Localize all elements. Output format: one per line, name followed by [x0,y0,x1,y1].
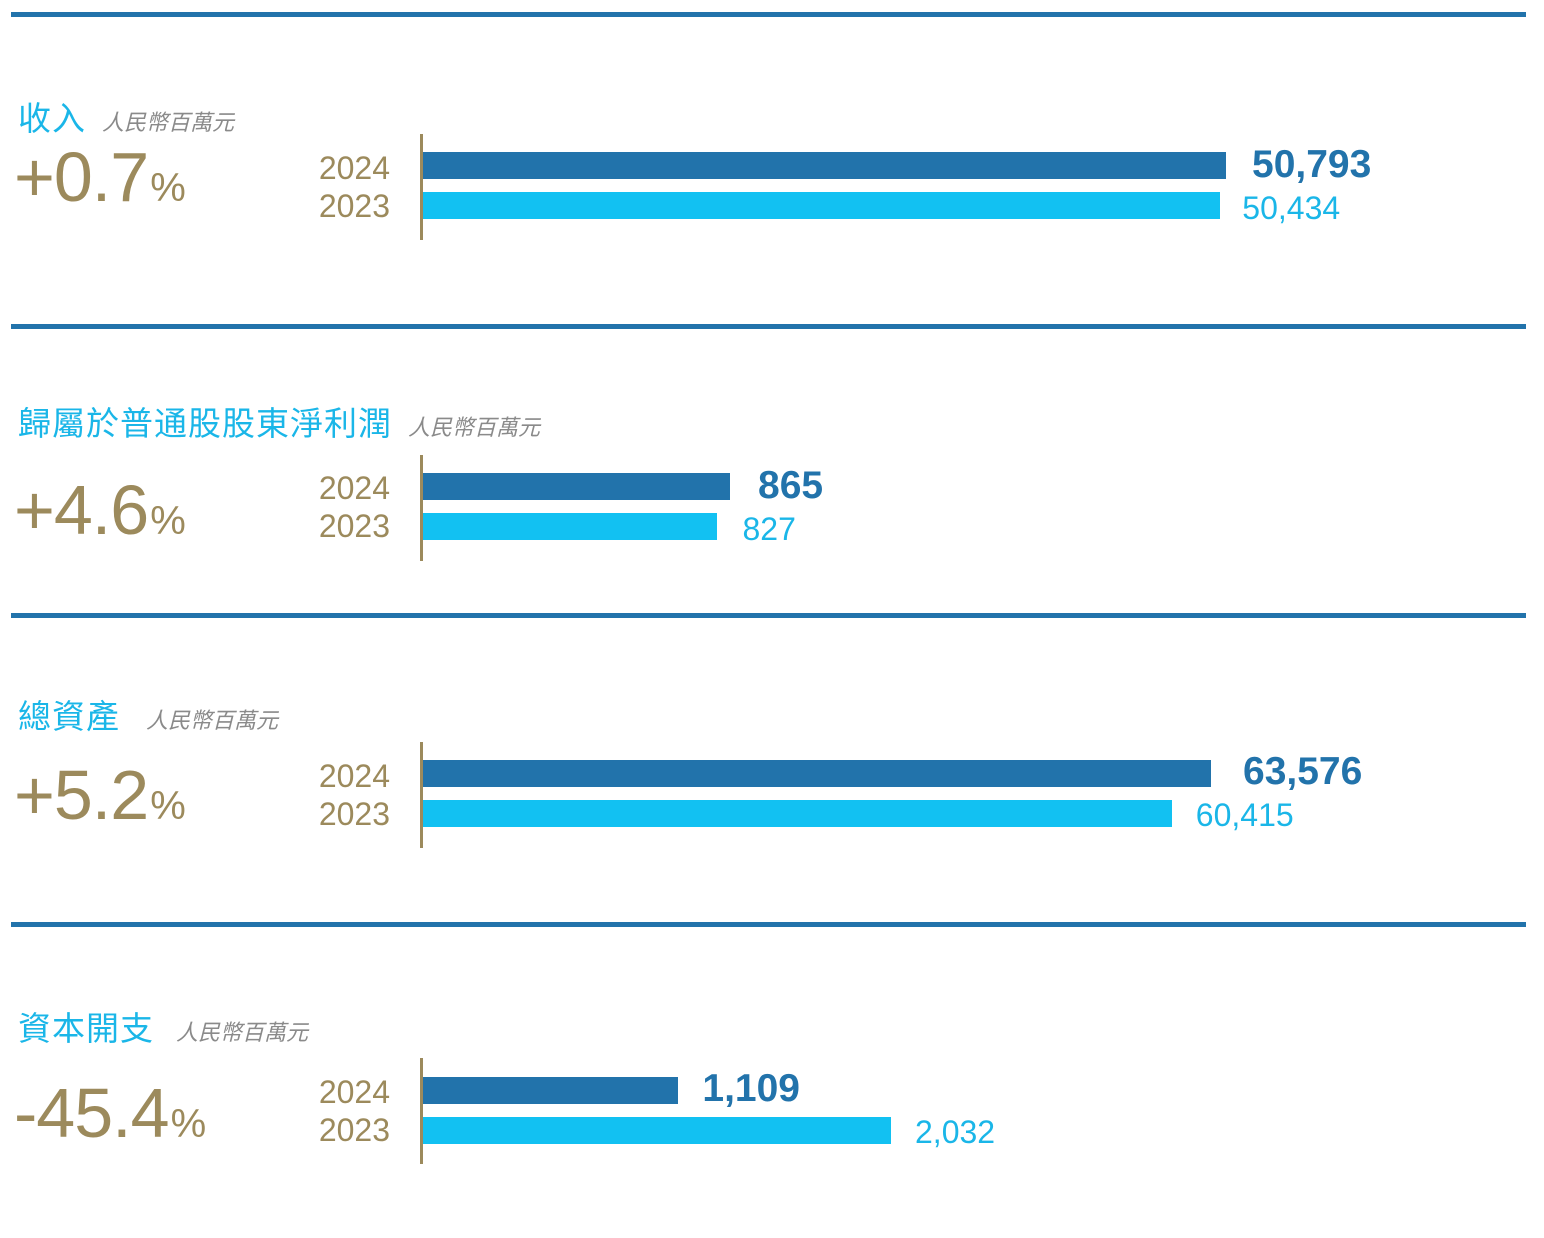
panel-unit: 人民幣百萬元 [408,416,541,441]
value-label-2024: 1,109 [702,1067,800,1110]
year-label-2024: 2024 [318,758,390,794]
change-value: +5.2 [14,756,149,834]
panel-title: 收入 [18,99,86,138]
bar-axis [420,455,423,561]
year-label-2023: 2023 [318,508,390,544]
panel-title: 總資產 [18,697,120,736]
bar-2023 [423,800,1172,827]
change-percent: +4.6% [14,475,186,545]
value-label-2023: 2,032 [915,1114,996,1150]
panel-title: 資本開支 [18,1009,154,1048]
percent-sign: % [150,166,186,210]
change-value: +0.7 [14,138,149,216]
bar-2023 [423,513,717,540]
divider-rule [11,12,1526,17]
bar-2023 [423,1117,891,1144]
year-label-2023: 2023 [318,1112,390,1148]
bar-2024 [423,473,730,500]
divider-rule [11,922,1526,927]
panel-title-row: 收入 人民幣百萬元 [18,92,234,140]
year-label-2023: 2023 [318,796,390,832]
change-value: -45.4 [14,1074,170,1152]
change-percent: +0.7% [14,142,186,212]
change-value: +4.6 [14,471,149,549]
value-label-2024: 63,576 [1243,750,1363,793]
divider-rule [11,324,1526,329]
panel-unit: 人民幣百萬元 [176,1021,309,1046]
year-label-2023: 2023 [318,188,390,224]
year-label-2024: 2024 [318,1074,390,1110]
panel-title-row: 資本開支 人民幣百萬元 [18,1002,308,1050]
panel-title-row: 總資產 人民幣百萬元 [18,690,278,738]
bar-axis [420,742,423,848]
bar-2023 [423,192,1221,219]
percent-sign: % [170,1102,207,1146]
panel-title-row: 歸屬於普通股股東淨利潤 人民幣百萬元 [18,397,540,445]
divider-rule [11,613,1526,618]
panel-unit: 人民幣百萬元 [146,709,279,734]
value-label-2024: 50,793 [1252,143,1372,186]
bar-axis [420,134,423,240]
value-label-2023: 827 [742,511,796,547]
percent-sign: % [150,784,186,828]
panel-unit: 人民幣百萬元 [102,111,235,136]
bar-2024 [423,1077,679,1104]
change-percent: -45.4% [14,1078,206,1148]
year-label-2024: 2024 [318,470,390,506]
value-label-2023: 50,434 [1242,190,1341,226]
change-percent: +5.2% [14,760,186,830]
value-label-2024: 865 [758,464,824,507]
bar-axis [420,1058,423,1164]
value-label-2023: 60,415 [1195,797,1294,833]
bar-2024 [423,152,1226,179]
year-label-2024: 2024 [318,150,390,186]
bar-2024 [423,760,1211,787]
percent-sign: % [150,499,186,543]
panel-title: 歸屬於普通股股東淨利潤 [18,404,392,443]
